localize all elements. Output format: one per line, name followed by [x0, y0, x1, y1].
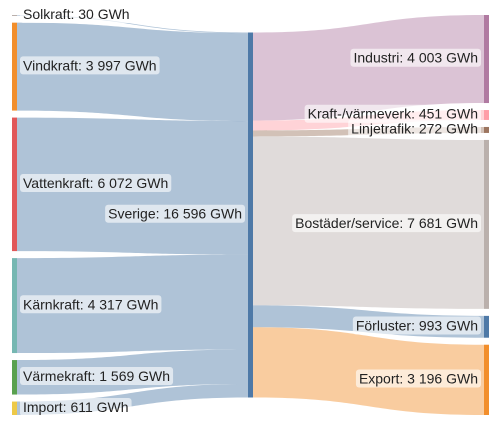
node [12, 258, 17, 354]
label-background [355, 369, 481, 388]
node [484, 344, 489, 415]
node [12, 15, 17, 16]
label-background [105, 204, 245, 223]
node [12, 22, 17, 111]
node-label: Kraft-/värmeverk: 451 GWh [308, 106, 478, 122]
label-background [20, 295, 162, 314]
label-background [292, 214, 481, 233]
node-label: Bostäder/service: 7 681 GWh [295, 215, 478, 231]
node [12, 117, 17, 252]
node [484, 139, 489, 309]
node-label: Sverige: 16 596 GWh [108, 206, 242, 222]
label-background [20, 367, 174, 386]
label-background [350, 48, 481, 67]
label-background [352, 316, 481, 335]
node [484, 315, 489, 338]
label-background [348, 119, 481, 138]
node-label: Industri: 4 003 GWh [353, 50, 478, 66]
node-label: Förluster: 993 GWh [356, 317, 478, 333]
node [248, 32, 253, 398]
label-background [20, 397, 132, 416]
label-background [20, 174, 172, 193]
node-label: Import: 611 GWh [23, 399, 129, 415]
label-background [20, 56, 160, 75]
node-label: Värmekraft: 1 569 GWh [23, 368, 170, 384]
node [484, 110, 489, 120]
node [12, 360, 17, 395]
node-label: Kärnkraft: 4 317 GWh [23, 296, 158, 312]
label-background [20, 5, 133, 24]
link [17, 15, 248, 34]
node-label: Vattenkraft: 6 072 GWh [23, 175, 168, 191]
node-label: Linjetrafik: 272 GWh [351, 121, 478, 137]
node-label: Vindkraft: 3 997 GWh [23, 57, 157, 73]
node-label: Export: 3 196 GWh [359, 371, 478, 387]
node [484, 126, 489, 133]
node [12, 401, 17, 415]
node-label: Solkraft: 30 GWh [23, 6, 130, 22]
link [253, 15, 484, 121]
label-background [304, 104, 481, 123]
node [484, 15, 489, 104]
